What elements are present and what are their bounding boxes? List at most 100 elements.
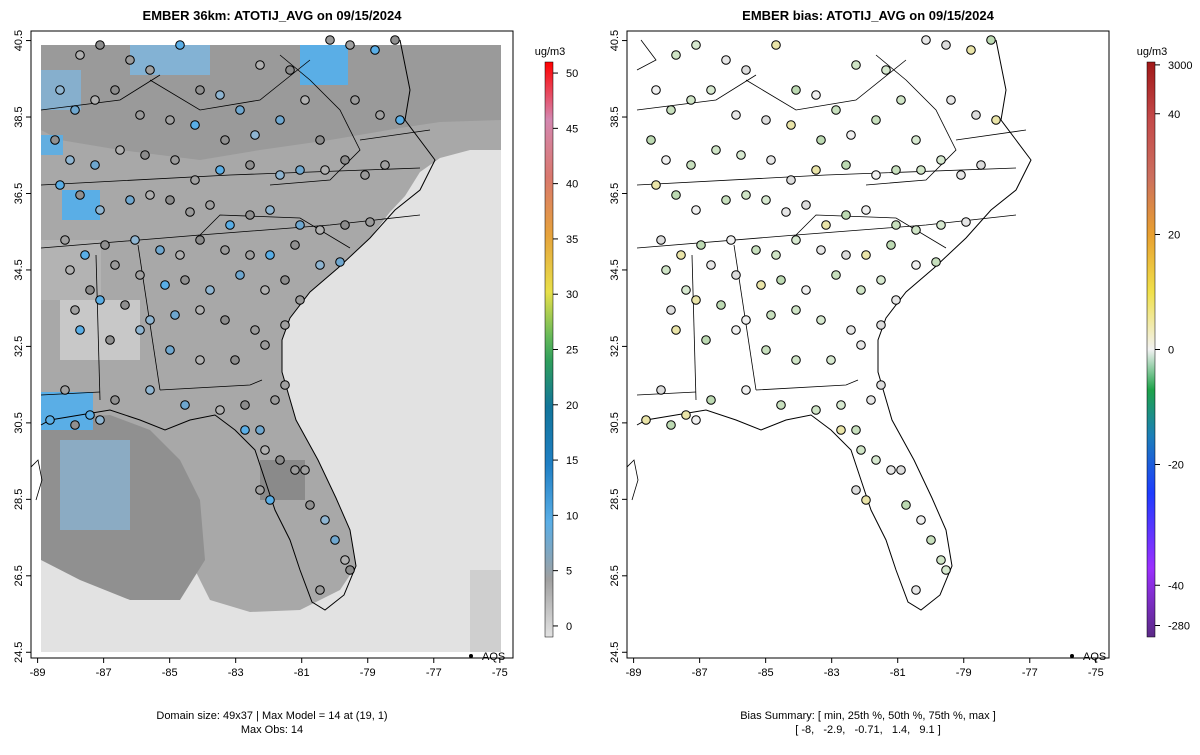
site-marker [95,205,105,215]
site-marker [95,295,105,305]
x-tick-label: -77 [426,667,442,679]
site-marker [370,45,380,55]
site-marker [165,195,175,205]
site-marker [946,95,956,105]
site-marker [711,145,721,155]
site-marker [791,235,801,245]
site-marker [75,190,85,200]
bias-plot-frame [626,30,1110,659]
aqs-legend-marker-icon [469,654,473,658]
colorbar-tick-label: 15 [566,455,578,467]
site-marker [95,40,105,50]
y-tick-label: 34.5 [13,259,25,280]
model-grid-hot-cell [60,440,130,530]
site-marker [756,280,766,290]
site-marker [165,115,175,125]
site-marker [821,220,831,230]
site-marker [916,165,926,175]
site-marker [871,455,881,465]
site-marker [110,85,120,95]
bias-footer-line-2: [ -8, -2.9, -0.71, 1.4, 9.1 ] [795,724,941,736]
site-marker [956,170,966,180]
bias-panel: EMBER bias: ATOTIJ_AVG on 09/15/2024 [609,8,1192,736]
site-marker [190,175,200,185]
site-marker [110,395,120,405]
aqs-legend-label: AQS [482,651,505,663]
site-marker [691,40,701,50]
site-marker [90,95,100,105]
site-marker [135,270,145,280]
site-marker [706,85,716,95]
site-marker [816,315,826,325]
site-marker [90,160,100,170]
site-marker [686,95,696,105]
site-marker [280,380,290,390]
site-marker [365,217,375,227]
site-marker [70,305,80,315]
site-marker [651,85,661,95]
colorbar-tick-label: 5 [566,566,572,578]
site-marker [195,305,205,315]
model-panel-title: EMBER 36km: ATOTIJ_AVG on 09/15/2024 [143,8,403,23]
site-marker [936,155,946,165]
site-marker [215,165,225,175]
site-marker [360,170,370,180]
site-marker [856,445,866,455]
site-marker [345,565,355,575]
site-marker [340,220,350,230]
site-marker [260,285,270,295]
site-marker [861,205,871,215]
site-marker [390,35,400,45]
y-tick-label: 26.5 [13,565,25,586]
site-marker [245,210,255,220]
site-marker [285,65,295,75]
site-marker [761,195,771,205]
y-tick-label: 30.5 [609,412,621,433]
site-marker [255,60,265,70]
colorbar-tick-label: 45 [566,123,578,135]
site-marker [315,585,325,595]
site-marker [250,325,260,335]
site-marker [75,50,85,60]
site-marker [766,310,776,320]
site-marker [80,250,90,260]
site-marker [205,200,215,210]
site-marker [731,270,741,280]
site-marker [726,235,736,245]
y-tick-label: 34.5 [609,259,621,280]
site-marker [230,355,240,365]
site-marker [265,495,275,505]
aqs-legend-marker-icon [1070,654,1074,658]
site-marker [135,110,145,120]
site-marker [135,325,145,335]
site-marker [185,207,195,217]
site-marker [330,535,340,545]
site-marker [170,155,180,165]
site-marker [320,515,330,525]
site-marker [295,165,305,175]
site-marker [245,250,255,260]
site-marker [851,60,861,70]
colorbar-tick-label: 25 [566,345,578,357]
site-marker [861,495,871,505]
site-marker [881,65,891,75]
colorbar-tick-label: 0 [566,621,572,633]
site-marker [255,425,265,435]
colorbar-tick-label: 0 [1168,345,1174,357]
site-marker [60,235,70,245]
site-marker [656,235,666,245]
site-marker [275,455,285,465]
site-marker [761,345,771,355]
site-marker [85,285,95,295]
site-marker [305,500,315,510]
colorbar-tick-label: 40 [1168,109,1180,121]
model-grid-edge [470,570,501,652]
site-marker [280,320,290,330]
site-marker [691,295,701,305]
site-marker [856,285,866,295]
site-marker [976,160,986,170]
site-marker [95,415,105,425]
site-marker [155,245,165,255]
site-marker [175,40,185,50]
site-marker [791,85,801,95]
